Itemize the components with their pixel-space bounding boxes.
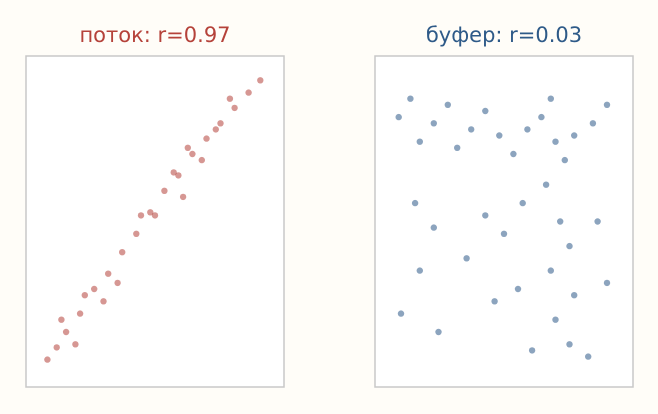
right-scatter-point (571, 132, 578, 139)
left-scatter-point (147, 209, 154, 216)
right-scatter-point (430, 224, 437, 231)
right-scatter-point (547, 267, 554, 274)
left-scatter-point (231, 104, 238, 112)
left-scatter-point (105, 270, 112, 277)
right-plot-frame (374, 55, 634, 388)
left-scatter-point (114, 279, 121, 287)
left-scatter-point (53, 344, 60, 351)
left-scatter-point (217, 120, 224, 127)
right-series (395, 95, 611, 360)
right-scatter-point (468, 126, 475, 133)
right-scatter-point (395, 113, 402, 121)
right-scatter-point (519, 199, 526, 207)
right-scatter-point (444, 101, 451, 109)
right-scatter-point (514, 285, 522, 293)
left-scatter-point (189, 150, 196, 158)
left-scatter-point (198, 156, 205, 164)
right-scatter-point (561, 156, 568, 164)
left-scatter-point (81, 292, 89, 299)
left-scatter-point (133, 230, 140, 237)
left-scatter-point (170, 169, 177, 176)
left-scatter-point (100, 298, 107, 305)
left-scatter-point (203, 135, 210, 142)
right-scatter-point (542, 181, 550, 188)
left-panel (25, 55, 285, 388)
left-scatter-point (58, 316, 65, 323)
right-scatter-point (571, 292, 578, 299)
left-plot-frame (25, 55, 285, 388)
left-scatter-point (62, 328, 70, 336)
left-scatter-point (119, 249, 126, 256)
right-scatter-point (430, 120, 437, 127)
right-scatter-point (566, 242, 573, 250)
right-scatter-point (538, 113, 545, 121)
right-panel (374, 55, 634, 388)
right-scatter-point (454, 144, 461, 151)
left-panel-title: поток: r=0.97 (79, 23, 231, 47)
right-scatter-point (510, 150, 517, 158)
left-scatter-point (226, 95, 234, 102)
right-scatter-point (524, 126, 531, 133)
right-scatter-point (500, 230, 508, 237)
left-scatter-point (44, 356, 51, 363)
right-scatter-point (603, 279, 611, 287)
right-scatter-point (594, 218, 601, 225)
left-scatter-point (76, 310, 84, 317)
right-scatter-point (416, 138, 423, 145)
left-scatter-point (161, 187, 168, 194)
right-scatter-point (407, 95, 414, 102)
right-scatter-point (482, 212, 489, 219)
right-scatter-point (463, 255, 470, 262)
right-scatter-point (482, 107, 489, 115)
left-series (44, 77, 264, 363)
right-scatter-point (435, 328, 442, 336)
right-scatter-point (416, 267, 423, 274)
left-scatter-point (137, 212, 145, 219)
right-scatter-point (552, 316, 559, 323)
left-scatter-point (184, 144, 191, 151)
left-scatter-point (245, 89, 252, 96)
left-scatter-point (257, 77, 264, 84)
right-scatter-point (589, 120, 597, 127)
right-scatter-point (603, 101, 611, 109)
left-scatter-point (212, 126, 219, 133)
right-scatter-point (528, 347, 536, 354)
right-panel-title: буфер: r=0.03 (425, 23, 583, 47)
right-scatter-point (491, 298, 498, 305)
right-scatter-point (547, 95, 554, 102)
right-scatter-point (566, 341, 573, 348)
right-scatter-point (496, 132, 503, 139)
right-scatter-point (552, 138, 559, 145)
left-scatter-point (72, 341, 79, 348)
left-scatter-point (179, 193, 187, 201)
right-scatter-point (411, 199, 419, 207)
left-scatter-point (91, 285, 98, 293)
right-scatter-point (397, 310, 405, 317)
left-scatter-point (175, 172, 182, 179)
left-scatter-point (151, 212, 159, 219)
right-scatter-point (557, 218, 564, 225)
right-scatter-point (585, 353, 592, 360)
